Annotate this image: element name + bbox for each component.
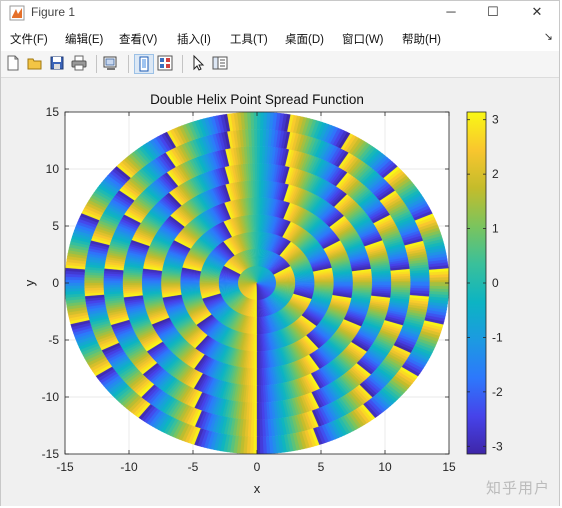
toolbar-separator (96, 55, 97, 73)
new-figure-icon (7, 55, 19, 71)
watermark-text: 知乎用户 (485, 480, 550, 497)
close-button[interactable]: ✕ (531, 4, 543, 19)
colorbar-tick-label: 1 (492, 222, 499, 236)
show-plot-tools-icon (157, 55, 173, 71)
x-tick-label: 0 (254, 460, 261, 474)
colorbar-tick-label: 3 (492, 113, 499, 127)
x-axis-ticks: -15 -10 -5 0 5 10 15 (56, 112, 456, 474)
psf-cell (276, 282, 296, 284)
menu-insert[interactable]: 插入(I) (177, 34, 211, 46)
y-tick-label: 0 (52, 276, 59, 290)
title-bar[interactable]: Figure 1 ─ ☐ ✕ (1, 1, 559, 25)
property-inspector-button[interactable] (211, 54, 231, 74)
hide-plot-tools-button[interactable] (134, 54, 154, 74)
x-tick-label: -10 (120, 460, 138, 474)
new-figure-button[interactable] (4, 54, 24, 74)
open-file-icon (27, 58, 42, 70)
x-axis-label: x (254, 481, 261, 496)
colorbar-tick-label: -3 (492, 439, 503, 453)
colorbar-ticks: 3 2 1 0 -1 -2 -3 (467, 113, 503, 453)
colorbar-tick-label: 0 (492, 276, 499, 290)
y-tick-label: 5 (52, 219, 59, 233)
hide-plot-tools-icon (139, 56, 149, 72)
y-tick-label: 15 (46, 105, 60, 119)
y-axis-ticks: -15 -10 -5 0 5 10 15 (42, 105, 449, 461)
open-file-button[interactable] (26, 54, 46, 74)
maximize-button[interactable]: ☐ (487, 4, 499, 19)
x-tick-label: -5 (188, 460, 199, 474)
y-tick-label: -5 (48, 333, 59, 347)
psf-cell (372, 282, 392, 286)
link-plot-icon (103, 56, 117, 70)
save-icon (50, 56, 64, 70)
menu-edit[interactable]: 编辑(E) (65, 34, 104, 46)
psf-phase-image (64, 111, 450, 455)
colorbar-tick-label: -2 (492, 385, 503, 399)
print-button[interactable] (70, 54, 90, 74)
save-button[interactable] (48, 54, 68, 74)
colorbar-tick-label: -1 (492, 330, 503, 344)
y-axis-label: y (22, 279, 37, 286)
print-icon (71, 55, 87, 71)
x-tick-label: 5 (318, 460, 325, 474)
figure-toolbar (1, 51, 559, 78)
psf-cell (295, 282, 315, 285)
show-plot-tools-button[interactable] (156, 54, 176, 74)
menu-window[interactable]: 窗口(W) (342, 34, 384, 46)
edit-plot-arrow-icon (193, 54, 205, 71)
y-tick-label: -10 (42, 390, 60, 404)
matlab-app-icon (9, 5, 25, 21)
menu-file[interactable]: 文件(F) (10, 34, 48, 46)
y-tick-label: 10 (46, 162, 60, 176)
psf-cell (333, 282, 354, 285)
psf-cell (410, 282, 430, 286)
x-tick-label: 15 (442, 460, 456, 474)
link-plot-button[interactable] (102, 54, 122, 74)
y-tick-label: -15 (42, 447, 60, 461)
menu-overflow-icon[interactable]: ↘ (543, 31, 553, 43)
chart-title: Double Helix Point Spread Function (150, 92, 364, 107)
psf-cell (352, 282, 373, 285)
property-inspector-icon (212, 56, 228, 70)
edit-plot-button[interactable] (189, 54, 209, 74)
x-tick-label: -15 (56, 460, 74, 474)
menu-bar: 文件(F) 编辑(E) 查看(V) 插入(I) 工具(T) 桌面(D) 窗口(W… (1, 25, 559, 52)
menu-tools[interactable]: 工具(T) (230, 34, 268, 46)
psf-cell (314, 282, 334, 285)
menu-desktop[interactable]: 桌面(D) (285, 34, 324, 46)
toolbar-separator (128, 55, 129, 73)
menu-view[interactable]: 查看(V) (119, 34, 158, 46)
minimize-button[interactable]: ─ (446, 4, 456, 19)
psf-cell (391, 282, 411, 286)
colorbar-tick-label: 2 (492, 167, 499, 181)
x-tick-label: 10 (378, 460, 392, 474)
toolbar-separator (182, 55, 183, 73)
window-title: Figure 1 (31, 5, 76, 19)
menu-help[interactable]: 帮助(H) (402, 34, 441, 46)
